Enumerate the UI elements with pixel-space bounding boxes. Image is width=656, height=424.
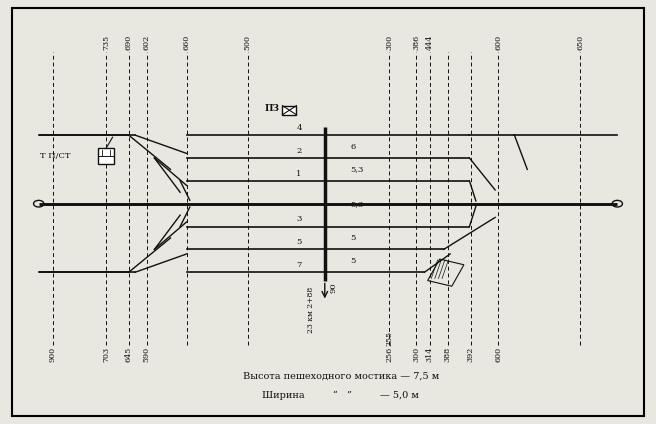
Text: 23 км 2+88: 23 км 2+88	[306, 287, 315, 333]
Text: 5,3: 5,3	[350, 200, 364, 208]
Text: 690: 690	[125, 35, 133, 50]
Text: 300: 300	[385, 35, 393, 50]
Text: ПЗ: ПЗ	[265, 103, 279, 113]
Text: 314: 314	[426, 347, 434, 363]
Text: 392: 392	[466, 347, 475, 363]
Text: 650: 650	[576, 35, 584, 50]
Text: 90: 90	[329, 283, 337, 293]
Text: 703: 703	[102, 347, 110, 362]
Text: 600: 600	[495, 35, 502, 50]
Text: 444: 444	[426, 35, 434, 50]
Text: 600: 600	[495, 347, 502, 362]
Text: 388: 388	[443, 347, 451, 362]
Text: 5: 5	[350, 234, 356, 242]
Text: 256: 256	[385, 347, 393, 362]
Text: 5: 5	[350, 257, 356, 265]
Bar	[282, 106, 297, 115]
Text: 4: 4	[297, 124, 302, 132]
Bar	[428, 259, 464, 286]
Bar	[98, 148, 114, 164]
Text: Т П/СТ: Т П/СТ	[41, 152, 71, 160]
Text: 645: 645	[125, 347, 133, 362]
Text: 7: 7	[297, 261, 302, 269]
Text: 3: 3	[297, 215, 302, 223]
Text: 500: 500	[243, 35, 252, 50]
Text: 5,3: 5,3	[350, 165, 364, 173]
Text: 735: 735	[102, 35, 110, 50]
Text: Ширина         “   ”         — 5,0 м: Ширина “ ” — 5,0 м	[262, 391, 419, 400]
Text: 900: 900	[49, 347, 57, 362]
Text: 602: 602	[143, 35, 151, 50]
Text: 255: 255	[385, 330, 393, 346]
Text: 2: 2	[297, 147, 302, 155]
Text: 1: 1	[297, 170, 302, 178]
Text: 6: 6	[350, 142, 356, 151]
Text: 386: 386	[412, 35, 420, 50]
Text: 5: 5	[297, 238, 302, 246]
Text: Высота пешеходного мостика — 7,5 м: Высота пешеходного мостика — 7,5 м	[243, 372, 439, 381]
Text: 590: 590	[143, 347, 151, 362]
Text: 660: 660	[182, 35, 190, 50]
Text: 300: 300	[412, 347, 420, 362]
